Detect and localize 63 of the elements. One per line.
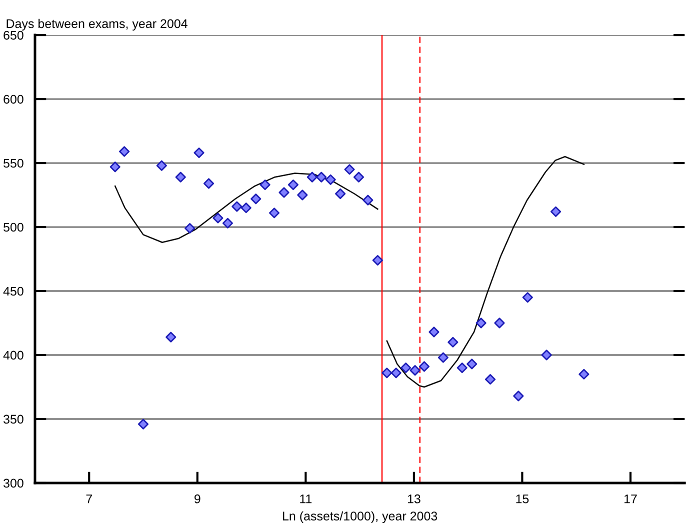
point [194,147,204,158]
point [344,164,355,175]
point [428,326,440,338]
point [353,172,364,182]
point [316,172,327,182]
x-tick-label: 15 [516,494,529,504]
x-tick-label: 7 [86,494,92,504]
y-tick-label: 500 [4,222,24,232]
point [448,336,458,348]
point [476,318,486,328]
point [184,223,196,234]
point [232,201,242,212]
point [278,187,290,198]
point [240,202,252,214]
point [410,365,420,376]
point [418,361,430,372]
y-tick-label: 450 [3,286,24,296]
x-axis-title: Ln (assets/1000), year 2003 [283,511,438,523]
point [372,255,383,266]
y-tick-label: 400 [3,350,24,360]
point [175,172,186,182]
point [335,188,346,200]
point [212,212,224,224]
point [484,374,496,385]
line-series [114,172,378,244]
point [494,318,505,328]
point [466,358,478,370]
point [325,174,336,185]
point [541,350,552,360]
point [119,146,130,157]
x-tick-label: 13 [408,494,420,504]
point [288,179,299,190]
y-axis-title: Days between exams, year 2004 [6,18,188,31]
point [268,208,280,218]
point [156,160,167,171]
point [297,190,308,200]
y-tick-label: 550 [4,158,24,168]
point [522,292,533,303]
y-tick-label: 300 [4,478,24,488]
point [250,194,262,204]
x-tick-label: 9 [194,494,200,504]
x-tick-label: 11 [300,494,312,504]
point [438,352,448,363]
point [400,362,412,374]
point [260,179,270,190]
point [110,162,120,172]
point [166,332,176,342]
y-tick-label: 650 [4,30,24,40]
point [382,368,392,378]
point [550,206,562,217]
point [306,172,318,182]
x-tick-label: 17 [624,494,637,504]
point [456,362,468,374]
y-tick-label: 600 [4,94,24,104]
point [513,390,524,402]
point [138,418,149,430]
y-tick-label: 350 [4,414,24,424]
point [390,368,402,378]
point [222,218,234,228]
line-series [386,156,585,388]
point [578,368,590,380]
point [203,178,214,189]
point [362,194,374,206]
